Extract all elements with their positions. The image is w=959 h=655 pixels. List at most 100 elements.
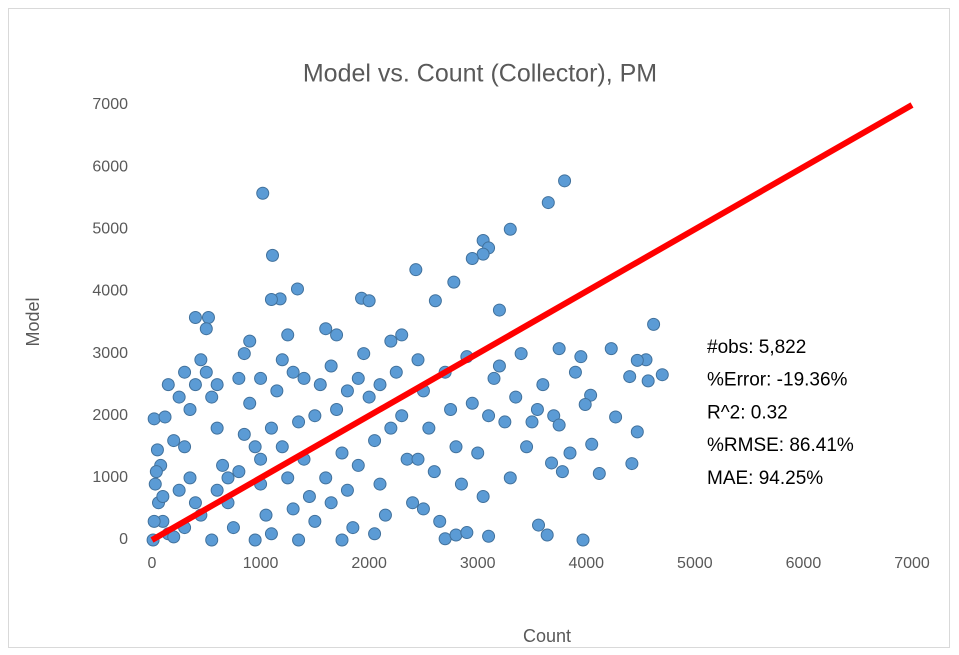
point (465, 251, 479, 265)
point (389, 365, 403, 379)
point (167, 434, 181, 448)
point (292, 533, 306, 547)
y-axis-label: Model (23, 297, 43, 346)
point (178, 440, 192, 454)
point (264, 421, 278, 435)
point (540, 528, 554, 542)
point (254, 371, 268, 385)
point (243, 396, 257, 410)
y-tick-label: 6000 (92, 158, 128, 175)
point (460, 526, 474, 540)
point (161, 378, 175, 392)
point (259, 508, 273, 522)
point (221, 471, 235, 485)
point (266, 248, 280, 262)
y-tick-label: 0 (119, 531, 128, 548)
annotation: #obs: 5,822 (707, 337, 806, 358)
point (275, 353, 289, 367)
y-tick-label: 3000 (92, 345, 128, 362)
point (541, 196, 555, 210)
x-tick-label: 2000 (351, 555, 387, 572)
annotation: MAE: 94.25% (707, 468, 823, 489)
point (148, 477, 162, 491)
point (286, 365, 300, 379)
x-tick-label: 3000 (460, 555, 496, 572)
point (641, 374, 655, 388)
x-tick-label: 5000 (677, 555, 713, 572)
point (492, 303, 506, 317)
y-tick-label: 7000 (92, 96, 128, 113)
point (248, 533, 262, 547)
point (330, 403, 344, 416)
point (281, 328, 295, 342)
point (340, 483, 354, 497)
point (604, 342, 618, 356)
point (525, 415, 539, 429)
point (335, 533, 349, 547)
point (384, 421, 398, 435)
point (346, 521, 360, 535)
point (313, 378, 327, 392)
y-tick-label: 5000 (92, 221, 128, 238)
point (578, 398, 592, 412)
x-tick-label: 7000 (894, 555, 930, 572)
point (655, 368, 669, 382)
point (378, 508, 392, 522)
point (427, 465, 441, 479)
point (411, 452, 425, 466)
point (492, 359, 506, 373)
point (281, 471, 295, 485)
point (243, 334, 257, 348)
y-tick-label: 1000 (92, 469, 128, 486)
point (183, 471, 197, 485)
point (362, 390, 376, 404)
point (449, 528, 463, 542)
point (351, 458, 365, 472)
point (188, 496, 202, 510)
x-tick-label: 0 (148, 555, 157, 572)
annotation: %RMSE: 86.41% (707, 435, 854, 456)
point (630, 425, 644, 439)
point (324, 359, 338, 373)
point (335, 446, 349, 460)
point (290, 282, 304, 296)
point (226, 521, 240, 535)
point (465, 396, 479, 410)
point (340, 384, 354, 398)
point (476, 247, 490, 261)
point (357, 347, 371, 361)
point (568, 365, 582, 379)
point (178, 365, 192, 379)
point (368, 434, 382, 448)
point (609, 410, 623, 424)
point (286, 502, 300, 516)
y-tick-label: 4000 (92, 283, 128, 300)
point (520, 440, 534, 454)
point (368, 527, 382, 541)
point (188, 378, 202, 392)
point (319, 322, 333, 336)
point (552, 342, 566, 356)
point (625, 457, 639, 471)
chart-title: Model vs. Count (Collector), PM (303, 60, 657, 88)
point (428, 294, 442, 308)
point (210, 378, 224, 392)
point (471, 446, 485, 460)
point (411, 353, 425, 367)
point (201, 311, 215, 325)
point (232, 465, 246, 479)
point (232, 371, 246, 385)
x-tick-label: 4000 (568, 555, 604, 572)
point (275, 440, 289, 454)
point (545, 456, 559, 470)
point (183, 403, 197, 416)
point (308, 409, 322, 423)
point (558, 174, 572, 188)
point (319, 471, 333, 485)
point (438, 532, 452, 546)
point (444, 403, 458, 416)
reference-line (150, 102, 914, 543)
point (555, 465, 569, 479)
point (292, 415, 306, 429)
annotation: R^2: 0.32 (707, 402, 788, 423)
